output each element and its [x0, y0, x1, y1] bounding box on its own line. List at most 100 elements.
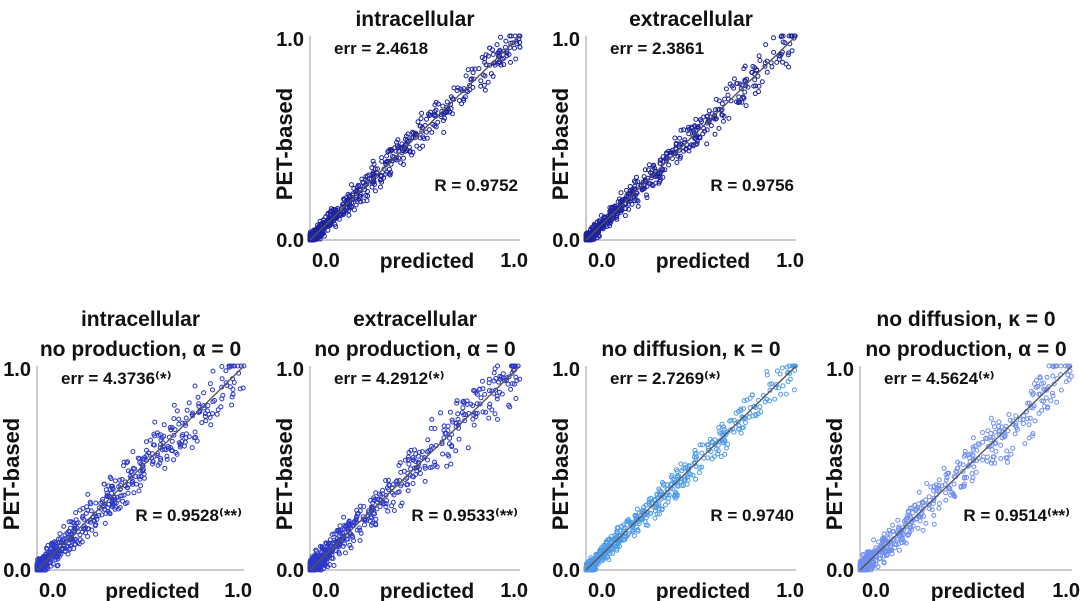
data-point — [327, 222, 333, 228]
data-point — [990, 434, 996, 440]
data-point — [943, 477, 949, 483]
data-point — [881, 559, 887, 565]
data-point — [644, 195, 650, 201]
data-point — [1039, 381, 1044, 387]
data-point — [499, 391, 505, 397]
data-point — [476, 66, 482, 72]
data-point — [592, 567, 598, 573]
data-point — [753, 83, 759, 89]
data-point — [412, 135, 418, 141]
data-point — [461, 96, 467, 102]
data-point — [513, 374, 519, 380]
data-point — [456, 436, 462, 442]
data-point — [924, 481, 930, 486]
data-point — [102, 520, 108, 526]
data-point — [891, 529, 896, 534]
data-point — [51, 541, 57, 546]
data-point — [143, 439, 149, 445]
data-point — [486, 380, 492, 386]
data-point — [630, 528, 636, 534]
data-point — [510, 363, 516, 369]
data-point — [430, 121, 436, 127]
data-point — [240, 385, 246, 391]
data-point — [705, 118, 711, 124]
data-point — [634, 174, 639, 180]
data-point — [772, 396, 778, 402]
data-point — [1004, 448, 1010, 454]
data-point — [970, 444, 976, 450]
data-point — [133, 481, 139, 487]
scatter-panel-2: extracellular err = 2.3861 R = 0.9756 1.0 0.… — [548, 8, 804, 273]
data-point — [626, 206, 632, 212]
data-point — [365, 189, 370, 194]
data-point — [357, 508, 363, 514]
data-point — [432, 102, 438, 108]
data-point — [513, 56, 519, 62]
data-point — [100, 496, 106, 502]
data-point — [66, 541, 72, 547]
panel-title: intracellular — [81, 308, 200, 331]
data-point — [635, 203, 641, 209]
data-point — [904, 513, 910, 518]
data-point — [494, 393, 500, 399]
data-point — [150, 442, 156, 448]
data-point — [314, 548, 319, 554]
data-point — [37, 567, 43, 573]
data-point — [1017, 417, 1023, 423]
data-point — [348, 545, 354, 551]
data-point — [731, 429, 737, 435]
data-point — [419, 128, 425, 134]
x-tick-label: 1.0 — [1052, 580, 1080, 601]
data-point — [998, 442, 1004, 448]
r-annotation: R = 0.9514⁽**⁾ — [963, 506, 1070, 525]
data-point — [670, 486, 676, 492]
data-point — [774, 368, 780, 374]
x-axis-label: predicted — [105, 580, 200, 601]
data-point — [678, 127, 684, 133]
data-point — [463, 73, 469, 79]
data-point — [1020, 416, 1026, 422]
data-point — [508, 59, 513, 65]
data-point — [652, 515, 658, 521]
data-point — [420, 134, 426, 140]
data-point — [633, 513, 639, 519]
data-point — [119, 476, 125, 482]
data-point — [1030, 405, 1036, 411]
x-tick-label: 0.0 — [588, 580, 616, 601]
data-point — [363, 177, 368, 183]
data-point — [130, 478, 136, 484]
data-point — [594, 227, 600, 233]
data-point — [186, 400, 192, 406]
data-point — [985, 428, 991, 434]
data-point — [414, 143, 420, 149]
data-point — [379, 158, 385, 164]
r-annotation: R = 0.9752 — [434, 176, 518, 195]
data-point — [429, 464, 435, 470]
data-point — [1051, 381, 1057, 387]
data-point — [205, 403, 211, 409]
data-point — [929, 507, 935, 513]
data-point — [751, 404, 757, 410]
data-point — [113, 504, 119, 510]
data-point — [779, 365, 785, 371]
data-point — [370, 158, 376, 164]
data-point — [214, 411, 220, 417]
data-point — [176, 421, 182, 427]
err-annotation: err = 2.7269⁽*⁾ — [610, 369, 720, 388]
data-point — [337, 523, 343, 529]
identity-line — [585, 35, 797, 241]
data-point — [743, 103, 749, 109]
data-point — [210, 411, 215, 416]
data-point — [178, 442, 184, 448]
data-point — [617, 543, 623, 549]
data-point — [634, 506, 640, 512]
data-point — [347, 542, 353, 548]
data-point — [138, 483, 143, 489]
data-point — [644, 183, 650, 189]
data-point — [636, 510, 642, 516]
data-point — [378, 172, 384, 178]
data-point — [899, 535, 905, 541]
data-point — [377, 504, 383, 510]
data-point — [752, 65, 758, 71]
data-point — [110, 486, 116, 492]
